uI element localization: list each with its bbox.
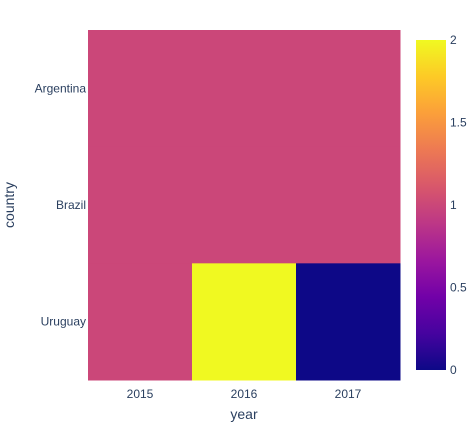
y-tick-label: Brazil <box>56 198 86 212</box>
heatmap-cells <box>88 30 401 381</box>
colorbar-tick-label: 1 <box>450 198 457 212</box>
heatmap-cell-brazil-2016 <box>192 146 297 264</box>
heatmap-cell-uruguay-2017 <box>296 263 401 381</box>
heatmap-cell-brazil-2017 <box>296 146 401 264</box>
y-axis-title: country <box>1 182 17 228</box>
heatmap-cell-uruguay-2015 <box>88 263 193 381</box>
colorbar-tick-label: 1.5 <box>450 116 467 130</box>
y-axis-ticks: Argentina Brazil Uruguay <box>35 81 87 328</box>
x-tick-label: 2017 <box>335 387 362 401</box>
colorbar-ticks: 0 0.5 1 1.5 2 <box>450 33 467 377</box>
colorbar-tick-label: 0 <box>450 363 457 377</box>
heatmap-cell-argentina-2016 <box>192 30 297 148</box>
heatmap-cell-argentina-2015 <box>88 30 193 148</box>
colorbar <box>416 40 446 370</box>
heatmap-cell-uruguay-2016 <box>192 263 297 381</box>
x-tick-label: 2016 <box>231 387 258 401</box>
y-tick-label: Argentina <box>35 81 87 95</box>
heatmap-cell-brazil-2015 <box>88 146 193 264</box>
colorbar-tick-label: 2 <box>450 33 457 47</box>
x-axis-ticks: 2015 2016 2017 <box>127 387 362 401</box>
x-tick-label: 2015 <box>127 387 154 401</box>
x-axis-title: year <box>230 406 258 422</box>
heatmap-cell-argentina-2017 <box>296 30 401 148</box>
colorbar-tick-label: 0.5 <box>450 281 467 295</box>
y-tick-label: Uruguay <box>41 315 86 329</box>
